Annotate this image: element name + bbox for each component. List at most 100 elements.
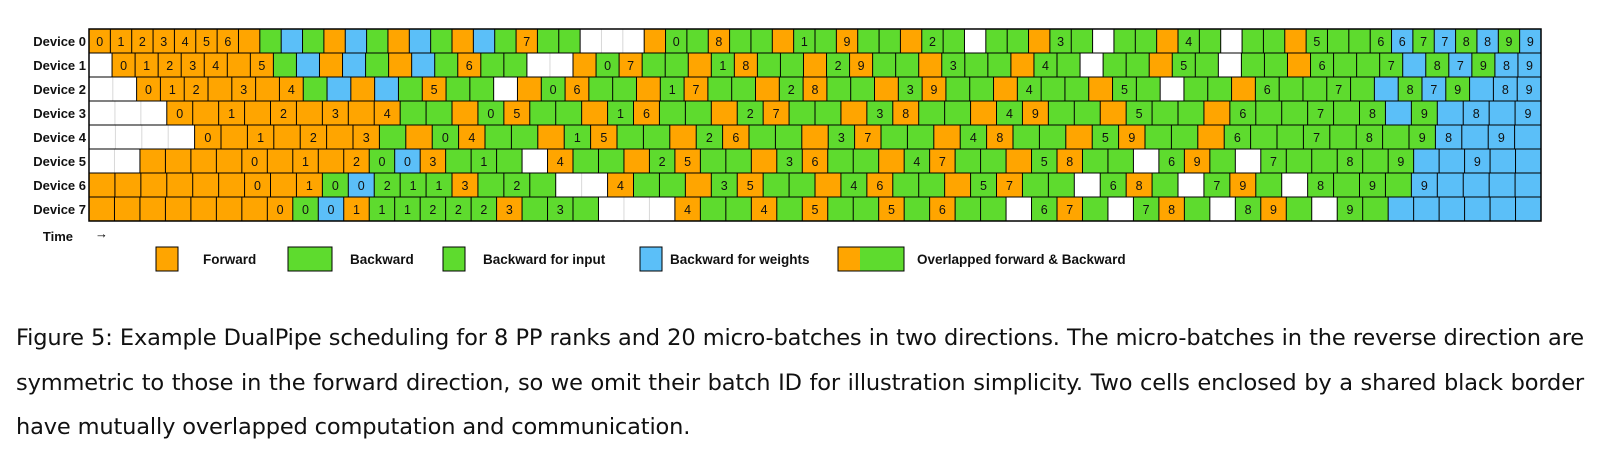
cell-forward (1203, 101, 1231, 125)
cell-backward (1049, 29, 1072, 53)
cell-backward (872, 53, 897, 77)
cell-backward (904, 149, 931, 173)
cell-forward (802, 149, 829, 173)
cell-backward (1074, 101, 1101, 125)
cell-microbatch-id: 8 (1484, 35, 1491, 49)
cell-backward (686, 29, 709, 53)
cell-microbatch-id: 2 (455, 203, 462, 217)
cell-forward (204, 53, 228, 77)
cell-microbatch-id: 5 (431, 83, 438, 97)
device-label: Device 4 (33, 130, 87, 145)
cell-empty (549, 53, 574, 77)
cell-backward (1255, 77, 1280, 101)
cell-forward (1088, 77, 1113, 101)
cell-backward (1209, 149, 1236, 173)
cell-weights (1515, 197, 1542, 221)
cell-backward (1126, 53, 1150, 77)
cell-microbatch-id: 6 (1239, 107, 1246, 121)
cell-weights (1515, 101, 1542, 125)
cell-weights (1391, 29, 1414, 53)
cell-weights (1489, 173, 1516, 197)
cell-microbatch-id: 7 (1388, 59, 1395, 73)
cell-forward (319, 53, 343, 77)
cell-microbatch-id: 3 (876, 107, 883, 121)
cell-forward (238, 29, 261, 53)
cell-forward (296, 101, 323, 125)
cell-backward (303, 77, 328, 101)
cell-microbatch-id: 8 (1317, 179, 1324, 193)
cell-forward (190, 197, 217, 221)
cell-backward (322, 173, 349, 197)
cell-backward (598, 149, 625, 173)
cell-microbatch-id: 0 (302, 203, 309, 217)
cell-microbatch-id: 3 (721, 179, 728, 193)
cell-microbatch-id: 7 (1006, 179, 1013, 193)
cell-backward (1126, 101, 1153, 125)
cell-backward (1250, 125, 1278, 149)
cell-backward (1172, 53, 1196, 77)
cell-weights (1461, 125, 1489, 149)
cell-microbatch-id: 2 (429, 203, 436, 217)
cell-backward (469, 77, 495, 101)
cell-microbatch-id: 3 (189, 59, 196, 73)
cell-forward (688, 53, 712, 77)
cell-backward (1195, 53, 1219, 77)
cell-microbatch-id: 1 (404, 203, 411, 217)
cell-backward (815, 101, 842, 125)
cell-weights (1439, 149, 1465, 173)
cell-microbatch-id: 2 (659, 155, 666, 169)
cell-forward (996, 173, 1023, 197)
legend-item-backward-weights: Backward for weights (639, 246, 810, 272)
cell-microbatch-id: 6 (876, 179, 883, 193)
cell-backward (904, 197, 931, 221)
cell-backward (379, 125, 407, 149)
cell-forward (452, 173, 479, 197)
cell-microbatch-id: 5 (1136, 107, 1143, 121)
cell-forward (970, 101, 997, 125)
cell-backward (763, 173, 790, 197)
cell-backward (941, 53, 966, 77)
cell-forward (1126, 173, 1153, 197)
cell-backward (907, 125, 935, 149)
cell-weights (1463, 173, 1490, 197)
cell-microbatch-id: 9 (1498, 131, 1505, 145)
cell-weights (1421, 77, 1447, 101)
cell-backward (494, 29, 517, 53)
cell-microbatch-id: 0 (176, 107, 183, 121)
cell-microbatch-id: 5 (258, 59, 265, 73)
cell-backward (1242, 29, 1264, 53)
cell-empty (581, 173, 608, 197)
cell-weights (1493, 77, 1518, 101)
cell-backward (477, 101, 505, 125)
time-axis-label: Time (43, 229, 73, 244)
cell-backward (365, 53, 390, 77)
cell-forward (892, 101, 920, 125)
cell-forward (241, 197, 268, 221)
cell-weights (1490, 197, 1516, 221)
cell-microbatch-id: 2 (139, 35, 146, 49)
cell-microbatch-id: 6 (1319, 59, 1326, 73)
cell-backward (1224, 125, 1251, 149)
cell-forward (452, 101, 479, 125)
cell-microbatch-id: 8 (1066, 155, 1073, 169)
cell-forward (166, 101, 194, 125)
cell-backward (446, 77, 471, 101)
cell-backward (1350, 77, 1375, 101)
cell-forward (192, 101, 220, 125)
cell-backward (420, 197, 447, 221)
cell-weights (1494, 53, 1519, 77)
cell-microbatch-id: 0 (96, 35, 103, 49)
cell-forward (255, 77, 280, 101)
cell-weights (1463, 101, 1490, 125)
cell-microbatch-id: 8 (1503, 59, 1510, 73)
cell-forward (722, 125, 750, 149)
cell-backward (432, 125, 459, 149)
cell-microbatch-id: 7 (1313, 131, 1320, 145)
cell-microbatch-id: 1 (378, 203, 385, 217)
cell-forward (89, 197, 115, 221)
cell-backward (1103, 53, 1127, 77)
cell-microbatch-id: 7 (627, 59, 634, 73)
cell-backward (496, 149, 523, 173)
cell-microbatch-id: 5 (1313, 35, 1320, 49)
cell-forward (496, 197, 523, 221)
